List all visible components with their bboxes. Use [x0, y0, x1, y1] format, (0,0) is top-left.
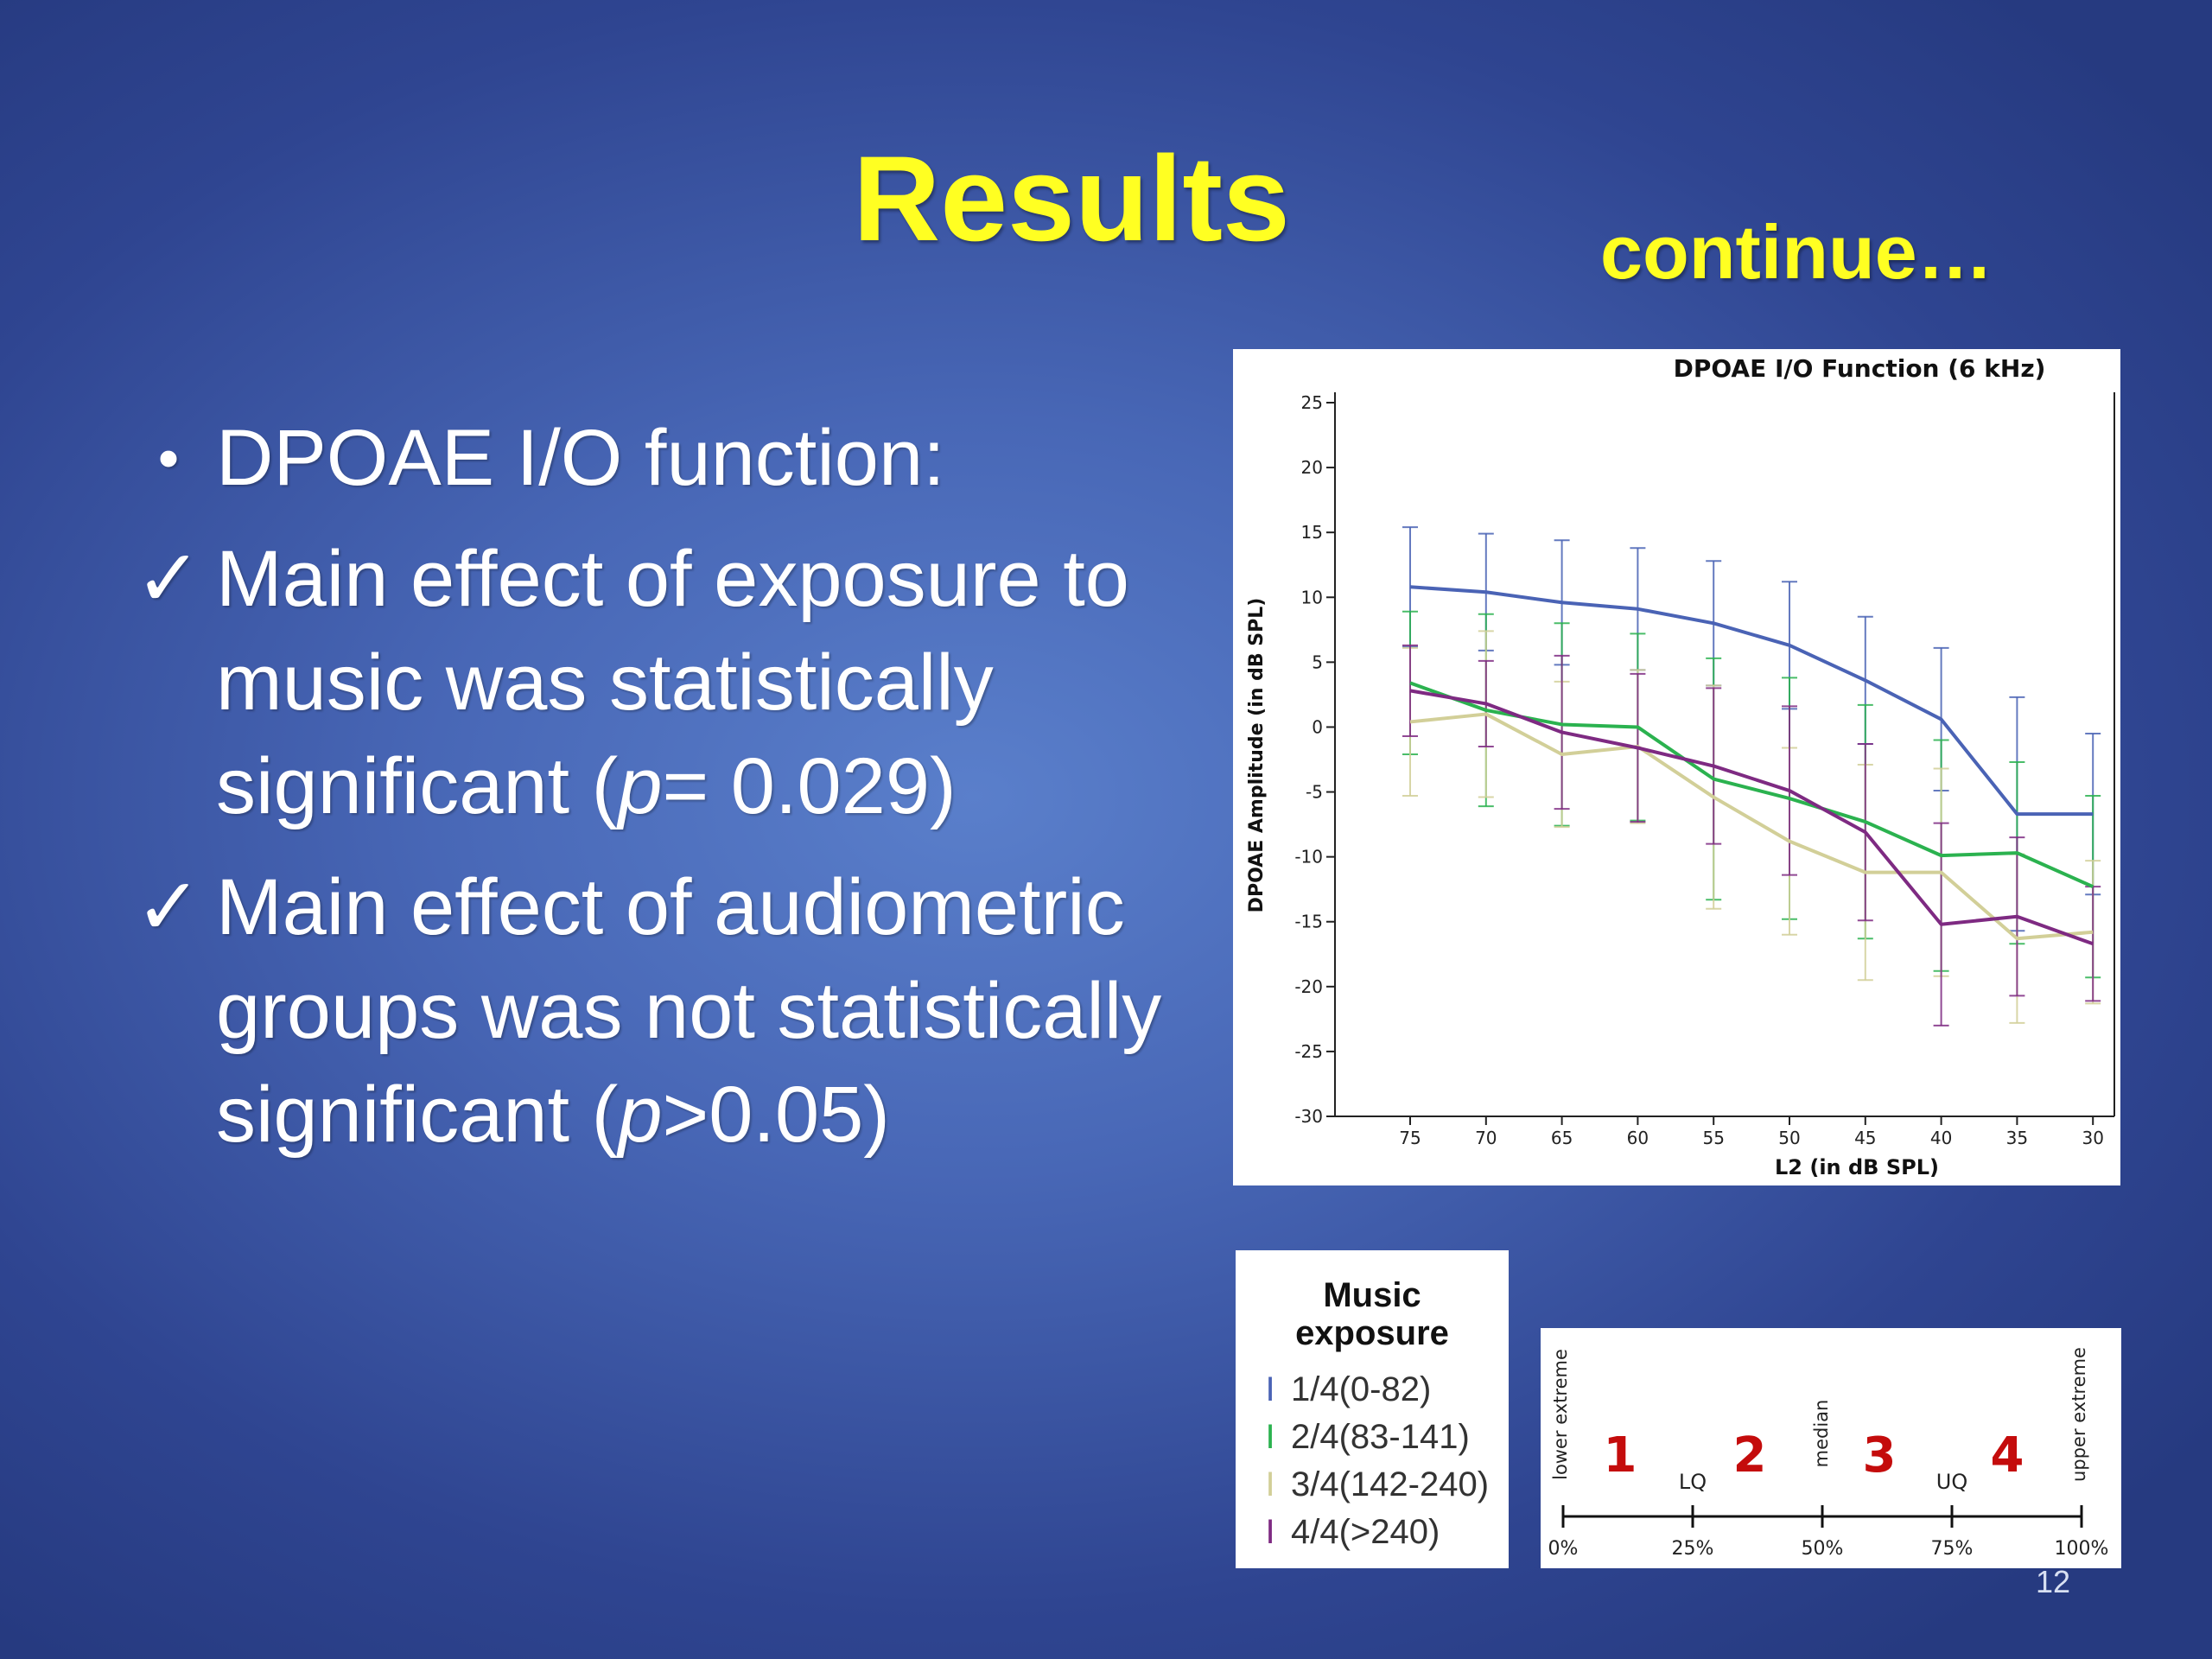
series-line-q1: [1409, 585, 2094, 817]
legend-item: I 3/4(142-240): [1236, 1461, 1509, 1509]
scale-tick-label: 0%: [1548, 1538, 1579, 1560]
y-tick-label: -25: [1294, 1041, 1323, 1062]
legend-title: Music exposure: [1236, 1276, 1509, 1352]
y-tick-label: -20: [1294, 976, 1323, 997]
bullet-item: • DPOAE I/O function:: [130, 406, 1210, 510]
error-bar-icon: I: [1265, 1465, 1275, 1503]
bullet-text: DPOAE I/O function:: [216, 414, 945, 502]
bullet-item: ✓ Main effect of exposure to music was s…: [130, 527, 1210, 838]
legend-item: I 4/4(>240): [1236, 1509, 1509, 1556]
quartile-number: 4: [1991, 1427, 2024, 1484]
y-tick-label: 5: [1312, 652, 1323, 672]
legend-item-label: 1/4(0-82): [1291, 1370, 1432, 1408]
scale-tick-label: 100%: [2055, 1538, 2109, 1560]
x-tick-label: 30: [2082, 1128, 2103, 1148]
y-tick-label: -5: [1306, 782, 1323, 803]
slide-subtitle: continue…: [1600, 209, 1993, 295]
y-tick-label: -30: [1294, 1106, 1323, 1127]
lower-quartile-label: LQ: [1679, 1470, 1707, 1494]
chart-panel: DPOAE I/O Function (6 kHz) DPOAE Amplitu…: [1233, 349, 2120, 1185]
x-tick-label: 60: [1627, 1128, 1649, 1148]
y-tick-label: 15: [1301, 522, 1323, 543]
x-tick-label: 70: [1475, 1128, 1497, 1148]
legend-title-line: exposure: [1295, 1314, 1449, 1352]
legend-title-line: Music: [1323, 1276, 1421, 1314]
chart-y-axis-label: DPOAE Amplitude (in dB SPL): [1246, 598, 1268, 913]
legend-panel: Music exposure I 1/4(0-82) I 2/4(83-141)…: [1236, 1250, 1509, 1568]
error-bar-icon: I: [1265, 1513, 1275, 1551]
error-bar-icon: I: [1265, 1370, 1275, 1408]
quartile-number: 1: [1604, 1427, 1637, 1484]
dpoae-chart: DPOAE I/O Function (6 kHz) DPOAE Amplitu…: [1246, 354, 2115, 1179]
slide-title: Results: [853, 130, 1290, 266]
y-tick-label: 25: [1301, 392, 1323, 413]
y-tick-label: 10: [1301, 587, 1323, 607]
legend-item: I 2/4(83-141): [1236, 1414, 1509, 1461]
bullet-text: Main effect of exposure to music was sta…: [216, 535, 1129, 830]
x-tick-label: 50: [1778, 1128, 1800, 1148]
upper-extreme-label: upper extreme: [2069, 1347, 2089, 1482]
x-tick-label: 55: [1702, 1128, 1724, 1148]
bullet-text-italic: p: [618, 742, 663, 830]
checkmark-icon: ✓: [135, 863, 202, 951]
y-tick-label: 20: [1301, 457, 1323, 478]
quartile-number: 3: [1863, 1427, 1897, 1484]
y-tick-label: 0: [1312, 716, 1323, 737]
x-tick-label: 40: [1930, 1128, 1952, 1148]
error-bar-icon: I: [1265, 1418, 1275, 1456]
median-label: median: [1811, 1400, 1832, 1468]
checkmark-icon: ✓: [135, 535, 202, 623]
series-line-q4: [1409, 689, 2094, 946]
legend-item: I 1/4(0-82): [1236, 1366, 1509, 1414]
x-tick-label: 75: [1399, 1128, 1421, 1148]
y-tick-label: -15: [1294, 912, 1323, 932]
scale-tick-label: 75%: [1931, 1538, 1974, 1560]
bullet-dot-icon: •: [157, 424, 180, 492]
bullet-item: ✓ Main effect of audiometric groups was …: [130, 855, 1210, 1166]
chart-x-axis-label: L2 (in dB SPL): [1775, 1155, 1939, 1179]
chart-title: DPOAE I/O Function (6 kHz): [1674, 354, 2046, 383]
quartile-scale: 0% 25% 50% 75% 100% LQ UQ 1 2 3 4 lower …: [1548, 1347, 2109, 1560]
legend-item-label: 4/4(>240): [1291, 1513, 1440, 1551]
x-tick-label: 45: [1854, 1128, 1876, 1148]
quartile-scale-panel: 0% 25% 50% 75% 100% LQ UQ 1 2 3 4 lower …: [1541, 1328, 2121, 1568]
bullet-text: Main effect of audiometric groups was no…: [216, 863, 1162, 1159]
legend-item-label: 2/4(83-141): [1291, 1418, 1470, 1456]
x-tick-label: 65: [1551, 1128, 1573, 1148]
series-line-q3: [1409, 712, 2094, 941]
bullet-text: >0.05): [662, 1071, 890, 1159]
upper-quartile-label: UQ: [1936, 1470, 1967, 1494]
bullet-text: = 0.029): [662, 742, 957, 830]
scale-tick-label: 25%: [1672, 1538, 1714, 1560]
quartile-number: 2: [1733, 1427, 1767, 1484]
legend-item-label: 3/4(142-240): [1291, 1465, 1490, 1503]
y-tick-label: -10: [1294, 847, 1323, 868]
bullet-list: • DPOAE I/O function: ✓ Main effect of e…: [130, 406, 1210, 1184]
bullet-text-italic: p: [618, 1071, 663, 1159]
scale-tick-label: 50%: [1802, 1538, 1844, 1560]
x-tick-label: 35: [2006, 1128, 2028, 1148]
page-number: 12: [2036, 1564, 2071, 1599]
lower-extreme-label: lower extreme: [1550, 1349, 1571, 1480]
